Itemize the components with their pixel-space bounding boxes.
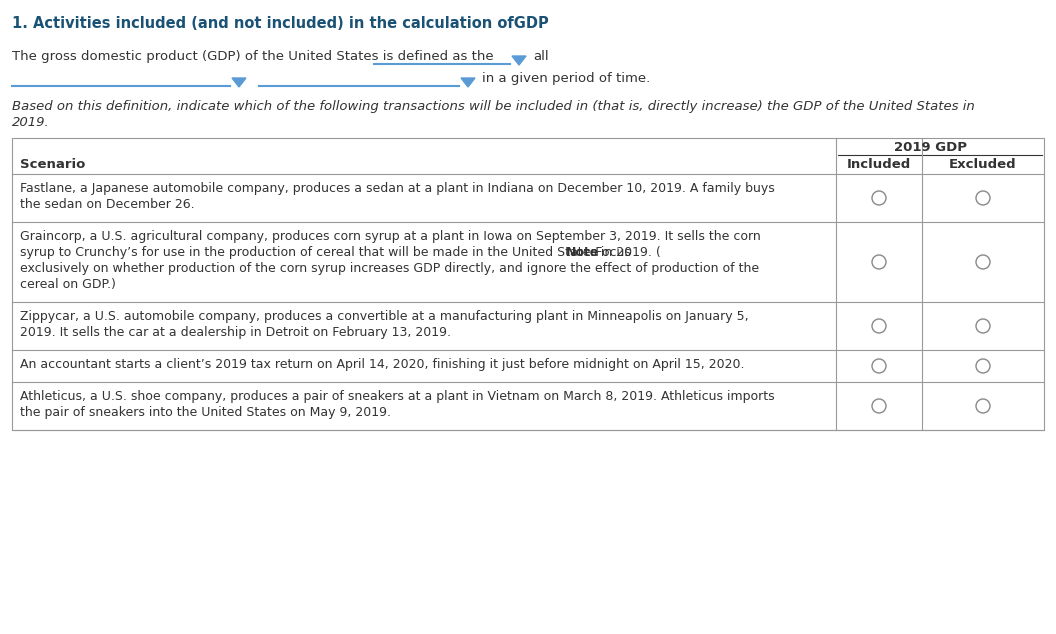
Text: exclusively on whether production of the corn syrup increases GDP directly, and : exclusively on whether production of the… [20,262,759,275]
Bar [12,138,1044,430]
Text: : Focus: : Focus [587,246,630,259]
Text: An accountant starts a client’s 2019 tax return on April 14, 2020, finishing it : An accountant starts a client’s 2019 tax… [20,358,744,371]
Text: syrup to Crunchy’s for use in the production of cereal that will be made in the : syrup to Crunchy’s for use in the produc… [20,246,661,259]
Text: Fastlane, a Japanese automobile company, produces a sedan at a plant in Indiana : Fastlane, a Japanese automobile company,… [20,182,775,195]
Polygon shape [512,56,526,65]
Text: The gross domestic product (GDP) of the United States is defined as the: The gross domestic product (GDP) of the … [12,50,493,63]
Text: Based on this definition, indicate which of the following transactions will be i: Based on this definition, indicate which… [12,100,975,113]
Text: Scenario: Scenario [20,158,86,171]
Text: Athleticus, a U.S. shoe company, produces a pair of sneakers at a plant in Vietn: Athleticus, a U.S. shoe company, produce… [20,390,775,403]
Text: cereal on GDP.): cereal on GDP.) [20,278,116,291]
Text: in a given period of time.: in a given period of time. [482,72,650,85]
Text: Graincorp, a U.S. agricultural company, produces corn syrup at a plant in Iowa o: Graincorp, a U.S. agricultural company, … [20,230,760,243]
Text: 2019.: 2019. [12,116,50,129]
Text: 2019 GDP: 2019 GDP [894,141,967,154]
Text: Note: Note [566,246,599,259]
Text: the sedan on December 26.: the sedan on December 26. [20,198,194,211]
Text: 2019. It sells the car at a dealership in Detroit on February 13, 2019.: 2019. It sells the car at a dealership i… [20,326,451,339]
Text: 1. Activities included (and not included) in the calculation ofGDP: 1. Activities included (and not included… [12,16,549,31]
Polygon shape [232,78,246,87]
Text: Included: Included [847,158,911,171]
Text: Zippycar, a U.S. automobile company, produces a convertible at a manufacturing p: Zippycar, a U.S. automobile company, pro… [20,310,749,323]
Text: all: all [533,50,549,63]
Text: the pair of sneakers into the United States on May 9, 2019.: the pair of sneakers into the United Sta… [20,406,391,419]
Text: Excluded: Excluded [949,158,1017,171]
Polygon shape [461,78,475,87]
